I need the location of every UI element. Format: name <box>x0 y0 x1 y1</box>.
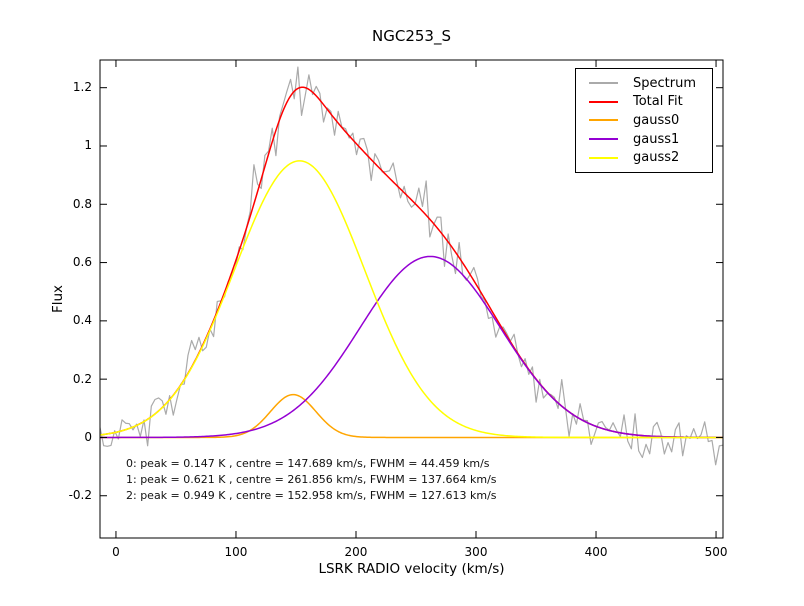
y-tick-label: 0 <box>84 429 92 444</box>
y-tick-label: 0.4 <box>72 313 92 328</box>
fit-annotation: 0: peak = 0.147 K , centre = 147.689 km/… <box>126 456 497 503</box>
gauss2-line <box>100 160 723 439</box>
axes-frame <box>99 59 724 539</box>
x-axis-label: LSRK RADIO velocity (km/s) <box>318 561 505 577</box>
y-tick-label: 0.8 <box>72 196 92 211</box>
legend-item-total-fit: Total Fit <box>576 93 712 110</box>
x-tick-label: 100 <box>224 545 248 559</box>
legend-item-spectrum: Spectrum <box>576 75 712 92</box>
y-tick-label: 1 <box>84 138 92 153</box>
legend-line-swatch <box>589 82 618 85</box>
legend: Spectrum Total Fit gauss0 gauss1 gauss2 <box>575 68 713 173</box>
legend-line-swatch <box>589 156 618 159</box>
legend-line-swatch <box>589 119 618 122</box>
y-tick-label: 1.2 <box>72 80 92 95</box>
legend-label: gauss0 <box>633 112 680 128</box>
y-tick-label: 0.6 <box>72 255 92 270</box>
spectrum-line <box>100 66 723 466</box>
fit-annotation-line-2: 2: peak = 0.949 K , centre = 152.958 km/… <box>126 488 497 502</box>
legend-line-swatch <box>589 138 618 141</box>
chart-title: NGC253_S <box>372 27 451 45</box>
x-tick-label: 300 <box>464 545 488 559</box>
x-tick-label: 400 <box>584 545 608 559</box>
y-tick-label: -0.2 <box>68 488 92 503</box>
gauss0-line <box>100 393 723 439</box>
fit-annotation-line-0: 0: peak = 0.147 K , centre = 147.689 km/… <box>126 457 490 470</box>
gauss1-line <box>100 255 723 439</box>
y-tick-label: 0.2 <box>72 371 92 386</box>
legend-label: Total Fit <box>633 94 683 110</box>
x-tick-label: 200 <box>344 545 368 559</box>
legend-label: Spectrum <box>633 75 696 91</box>
legend-label: gauss2 <box>633 150 680 166</box>
legend-line-swatch <box>589 100 618 103</box>
x-tick-label: 0 <box>112 545 120 559</box>
x-tick-label: 500 <box>704 545 728 559</box>
legend-item-gauss2: gauss2 <box>576 149 712 166</box>
legend-label: gauss1 <box>633 131 680 147</box>
legend-item-gauss0: gauss0 <box>576 112 712 129</box>
fit-annotation-line-1: 1: peak = 0.621 K , centre = 261.856 km/… <box>126 472 497 486</box>
legend-item-gauss1: gauss1 <box>576 131 712 148</box>
